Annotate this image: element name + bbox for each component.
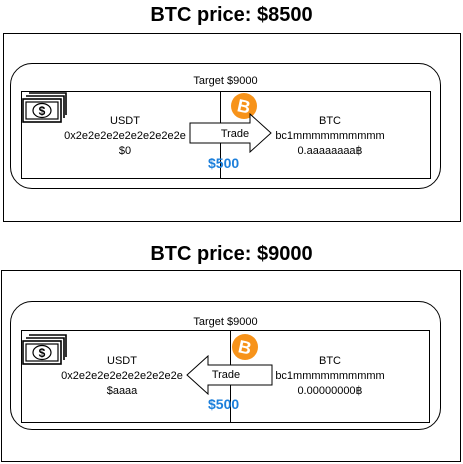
scenario2-trade-label: Trade (211, 369, 241, 381)
svg-text:B: B (235, 95, 252, 117)
scenario1-target-label: Target $9000 (193, 75, 258, 87)
svg-text:$: $ (39, 346, 46, 360)
scenario1-trade-label: Trade (220, 128, 250, 140)
scenario1-container (10, 63, 441, 189)
scenario2-btc-address: bc1mmmmmmmmmm (275, 370, 385, 382)
scenario2-target-label: Target $9000 (193, 316, 258, 328)
scenario2-btc-name: BTC (319, 355, 341, 367)
svg-text:$: $ (39, 104, 46, 118)
scenario2-container (10, 301, 441, 430)
scenario1-btc-address: bc1mmmmmmmmmm (275, 130, 385, 142)
scenario2-trade-arrow (186, 355, 274, 395)
scenario2-trade-amount: $500 (208, 396, 240, 412)
dollar-bill-icon: $ (21, 331, 67, 367)
scenario2-usdt-address: 0x2e2e2e2e2e2e2e2e2e (61, 370, 183, 382)
svg-text:B: B (236, 336, 253, 358)
scenario2-title: BTC price: $9000 (150, 243, 313, 265)
bitcoin-icon: B (231, 333, 259, 361)
scenario1-usdt-balance: $0 (118, 145, 132, 157)
scenario2-usdt-balance: $aaaa (106, 385, 138, 397)
scenario2-usdt-name: USDT (107, 355, 137, 367)
scenario1-usdt-address: 0x2e2e2e2e2e2e2e2e2e (64, 130, 186, 142)
scenario1-usdt-name: USDT (110, 115, 140, 127)
bitcoin-icon: B (230, 92, 258, 120)
scenario2-btc-balance: 0.00000000฿ (297, 385, 363, 397)
scenario1-btc-name: BTC (319, 115, 341, 127)
scenario1-title: BTC price: $8500 (150, 4, 313, 26)
scenario1-btc-balance: 0.aaaaaaaa฿ (297, 145, 363, 157)
dollar-bill-icon: $ (21, 89, 67, 125)
scenario1-trade-arrow (189, 113, 273, 153)
scenario1-trade-amount: $500 (208, 155, 240, 171)
